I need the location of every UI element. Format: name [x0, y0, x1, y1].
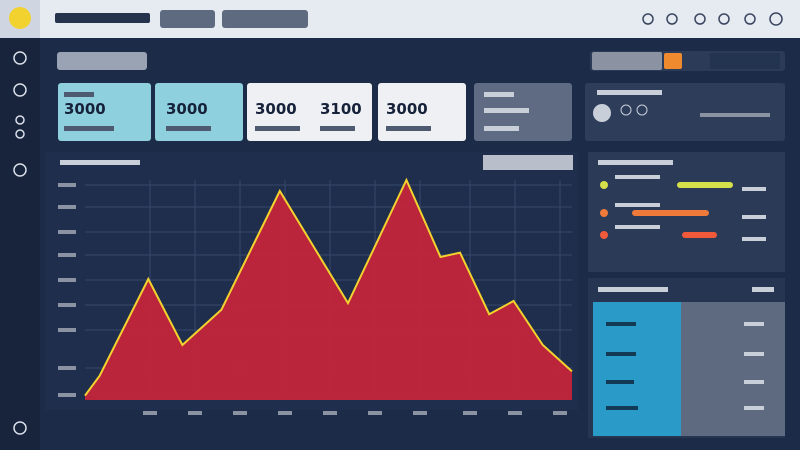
sidebar-icon[interactable] [15, 129, 25, 139]
progress-label [742, 237, 766, 241]
panel-title [598, 287, 668, 292]
nav-tab[interactable] [160, 10, 215, 28]
icon[interactable] [718, 13, 730, 25]
kpi-value: 3000 [386, 100, 428, 118]
y-axis-label [58, 278, 76, 282]
table-cell [744, 406, 764, 410]
toolbar-button[interactable] [664, 53, 682, 69]
kpi-label [484, 126, 519, 131]
toolbar-button[interactable] [592, 52, 662, 70]
logo [9, 7, 31, 29]
kpi-label [255, 126, 300, 131]
kpi-value: 3000 [166, 100, 208, 118]
kpi-value: 3000 [64, 100, 106, 118]
area [85, 180, 572, 400]
chart-title [60, 160, 140, 165]
kpi-label [386, 126, 431, 131]
toolbar-button[interactable] [710, 53, 780, 69]
sidebar-icon[interactable] [13, 421, 27, 435]
table-cell [744, 352, 764, 356]
table-column [681, 302, 785, 436]
progress-icon [600, 209, 608, 217]
avatar [593, 104, 611, 122]
icon[interactable] [666, 13, 678, 25]
progress-bar [632, 210, 709, 216]
kpi-label [64, 92, 94, 97]
sidebar-icon[interactable] [13, 51, 27, 65]
progress-label [615, 225, 660, 229]
kpi-label [166, 126, 211, 131]
kpi-value: 3000 [255, 100, 297, 118]
panel-action[interactable] [752, 287, 774, 292]
kpi-label [320, 126, 355, 131]
panel-title [598, 160, 673, 165]
sidebar-icon[interactable] [13, 83, 27, 97]
y-axis-label [58, 205, 76, 209]
progress-label [742, 187, 766, 191]
profile-icon[interactable] [636, 104, 648, 116]
table-cell [606, 322, 636, 326]
table-cell [744, 380, 764, 384]
progress-label [615, 175, 660, 179]
kpi-label [64, 126, 114, 131]
kpi-label [484, 108, 529, 113]
y-axis-label [58, 328, 76, 332]
icon[interactable] [694, 13, 706, 25]
sidebar-icon[interactable] [15, 115, 25, 125]
progress-bar [677, 182, 733, 188]
progress-icon [600, 181, 608, 189]
x-axis-label [508, 411, 522, 415]
y-axis-label [58, 303, 76, 307]
x-axis-label [463, 411, 477, 415]
y-axis-label [58, 366, 76, 370]
area-line [84, 177, 573, 397]
profile-panel [585, 83, 785, 141]
table-cell [606, 380, 634, 384]
progress-label [615, 203, 660, 207]
kpi-value: 3100 [320, 100, 362, 118]
y-axis-label [58, 253, 76, 257]
profile-icon[interactable] [620, 104, 632, 116]
progress-bar [682, 232, 717, 238]
progress-label [742, 215, 766, 219]
y-axis-label [58, 230, 76, 234]
icon[interactable] [744, 13, 756, 25]
x-axis-label [413, 411, 427, 415]
x-axis-label [278, 411, 292, 415]
kpi-label [484, 92, 514, 97]
profile-label [597, 90, 662, 95]
icon[interactable] [642, 13, 654, 25]
progress-icon [600, 231, 608, 239]
x-axis-label [233, 411, 247, 415]
x-axis-label [323, 411, 337, 415]
chart-filter[interactable] [483, 155, 573, 170]
profile-label [700, 113, 770, 117]
y-axis-label [58, 183, 76, 187]
x-axis-label [368, 411, 382, 415]
nav-tab[interactable] [222, 10, 308, 28]
sidebar-icon[interactable] [13, 163, 27, 177]
table-cell [606, 406, 638, 410]
sidebar [0, 38, 40, 450]
section-button[interactable] [57, 52, 147, 70]
table-cell [606, 352, 636, 356]
app-title [55, 13, 150, 23]
table-cell [744, 322, 764, 326]
icon[interactable] [769, 12, 783, 26]
x-axis-label [553, 411, 567, 415]
x-axis-label [143, 411, 157, 415]
y-axis-label [58, 393, 76, 397]
x-axis-label [188, 411, 202, 415]
